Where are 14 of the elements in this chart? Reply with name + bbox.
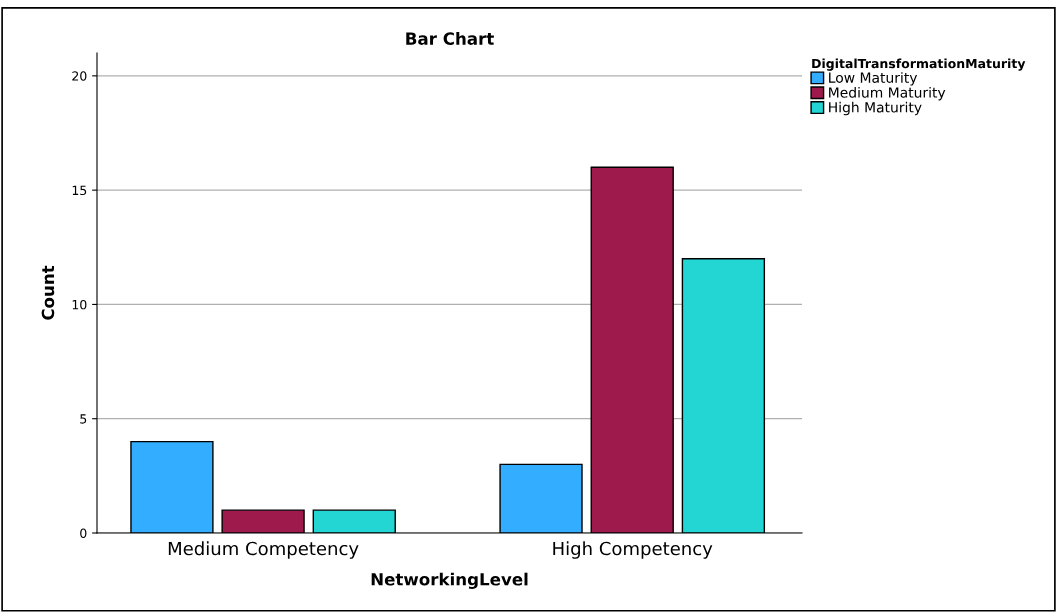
chart-title: Bar Chart	[406, 32, 494, 45]
legend-title: DigitalTransformationMaturity	[812, 58, 1026, 71]
y-tick-label: 20	[72, 71, 87, 81]
y-tick-label: 0	[80, 528, 87, 538]
y-tick-label: 5	[80, 414, 87, 424]
legend-label: Low Maturity	[829, 72, 918, 86]
x-tick-label: High Competency	[553, 541, 713, 559]
x-axis-title: NetworkingLevel	[371, 572, 528, 589]
y-axis-title: Count	[41, 265, 55, 320]
y-tick-label: 15	[72, 185, 87, 196]
legend-label: High Maturity	[829, 101, 922, 116]
legend-label: Medium Maturity	[829, 86, 946, 101]
x-tick-label: Medium Competency	[168, 541, 359, 559]
y-tick-label: 10	[72, 299, 87, 310]
